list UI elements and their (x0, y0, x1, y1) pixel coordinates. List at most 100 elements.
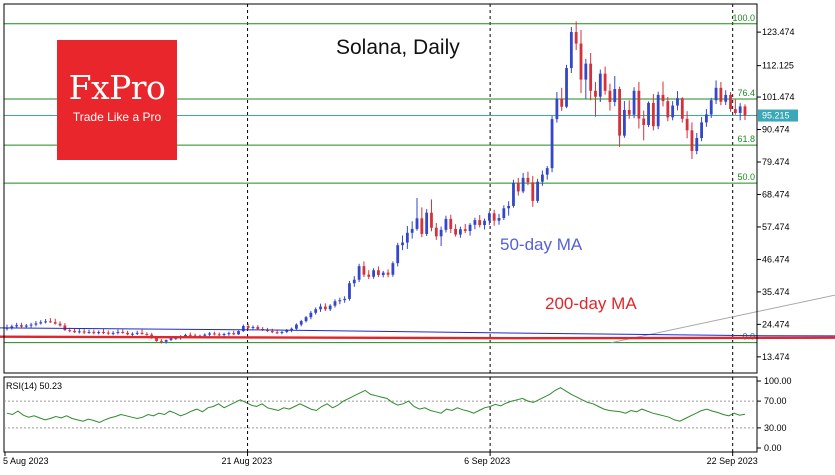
fxpro-wordmark: FxPro (68, 68, 166, 107)
y-tick-label: 90.474 (762, 125, 790, 135)
candle (430, 199, 433, 232)
candle-body (102, 331, 105, 333)
candle-body (671, 105, 675, 118)
candle-body (420, 218, 424, 234)
time-axis: 5 Aug 2023 21 Aug 2023 6 Sep 2023 22 Sep 20… (3, 452, 758, 466)
candle (304, 316, 308, 323)
candle-body (425, 212, 429, 234)
candle (145, 332, 149, 336)
candle-body (126, 332, 129, 335)
candle-body (459, 229, 462, 235)
y-tick-label: 46.474 (762, 254, 790, 264)
rsi-tick-label: 70.00 (764, 396, 787, 406)
candle (545, 166, 549, 180)
candle (10, 324, 14, 330)
fib-label: 61.8 (737, 134, 755, 144)
candle-body (208, 333, 211, 335)
candle-body (77, 331, 81, 333)
candle-body (569, 32, 573, 69)
candle (560, 87, 564, 111)
y-tick-label: 24.474 (762, 319, 790, 329)
candle (372, 268, 375, 279)
candle-body (10, 326, 14, 328)
candle-body (188, 334, 192, 336)
candlesticks (5, 21, 747, 344)
candle (579, 29, 583, 94)
candle (661, 81, 665, 107)
candle (526, 171, 530, 186)
candle-body (184, 334, 187, 337)
candle (319, 303, 322, 312)
candle (159, 339, 163, 344)
candle (729, 91, 732, 112)
candle-body (430, 212, 433, 228)
candle (126, 330, 129, 336)
candle-body (463, 229, 467, 232)
candle (550, 115, 554, 173)
candle (743, 104, 747, 121)
candle-body (275, 332, 279, 334)
candle (280, 330, 284, 335)
candle (213, 331, 216, 336)
candle (618, 86, 621, 147)
rsi-plot-border (3, 376, 758, 453)
candle-body (270, 331, 274, 333)
candle (608, 83, 612, 111)
candle (541, 170, 544, 186)
candle (521, 172, 525, 194)
candle-body (135, 332, 139, 334)
candle (738, 103, 742, 121)
rsi-label: RSI(14) 50.23 (6, 381, 62, 391)
rsi-tick-label: 100.00 (764, 376, 792, 386)
chart-title: Solana, Daily (336, 36, 460, 59)
candle (420, 207, 424, 238)
ma200-line (0, 335, 835, 340)
candle-body (705, 114, 708, 123)
candle (188, 332, 192, 337)
candle (164, 339, 168, 344)
candle-body (391, 263, 395, 275)
candle (140, 329, 144, 335)
candle-body (647, 102, 650, 126)
candle-body (396, 245, 400, 264)
candle (724, 90, 728, 105)
candle-body (651, 102, 655, 127)
moving-averages (0, 327, 835, 340)
candle-body (492, 213, 496, 221)
candle-body (280, 331, 284, 333)
candle-body (241, 326, 245, 332)
candle-body (454, 228, 457, 235)
candle-body (565, 68, 568, 107)
candle (536, 178, 539, 203)
candle (391, 261, 395, 277)
candle-body (266, 329, 269, 332)
candle (396, 242, 400, 267)
candle (15, 322, 19, 329)
candle-body (323, 306, 327, 310)
candle-body (82, 331, 86, 333)
candle (232, 330, 236, 335)
candle-body (526, 177, 530, 183)
candle-body (309, 312, 313, 318)
candle (24, 323, 28, 328)
candle (314, 307, 318, 315)
candle-body (140, 332, 144, 335)
candle (574, 21, 578, 51)
candle-body (719, 87, 723, 102)
candle-body (690, 130, 694, 152)
candle (719, 81, 723, 106)
candle-body (145, 334, 149, 336)
candle-body (386, 272, 390, 275)
candle (116, 329, 120, 335)
candle-body (20, 325, 23, 327)
candle (497, 213, 501, 225)
fib-label: 50.0 (737, 172, 755, 182)
candle-body (676, 98, 679, 106)
candle-body (372, 270, 375, 277)
y-tick-label: 35.474 (762, 287, 790, 297)
y-tick-label: 57.474 (762, 222, 790, 232)
candle-body (295, 324, 298, 329)
candle (285, 329, 289, 334)
candle-body (58, 323, 62, 326)
candle (569, 27, 573, 74)
